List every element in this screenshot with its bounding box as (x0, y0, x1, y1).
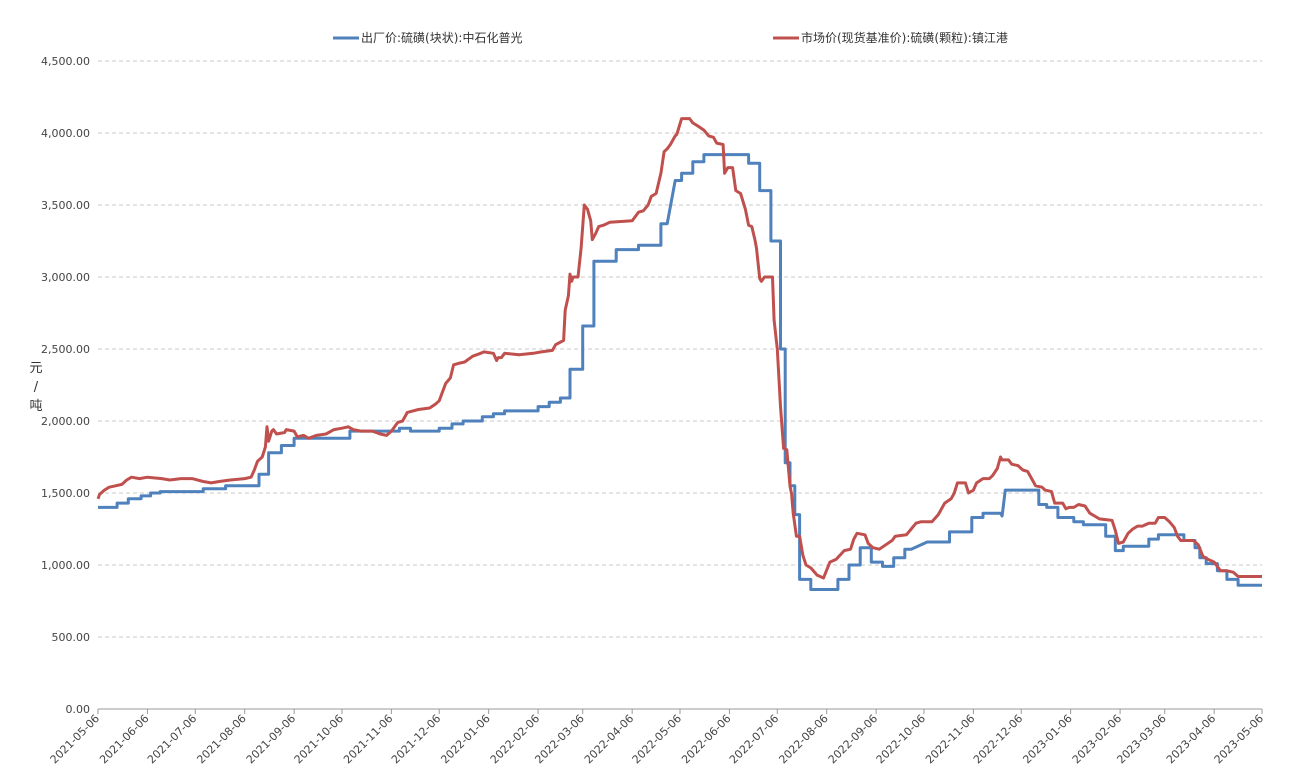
x-tick-label: 2021-10-06 (292, 712, 346, 766)
x-tick-label: 2021-09-06 (244, 712, 298, 766)
x-tick-label: 2022-04-06 (582, 712, 636, 766)
x-tick-label: 2023-04-06 (1164, 712, 1218, 766)
y-tick-label: 3,000.00 (41, 271, 90, 284)
x-tick-label: 2022-12-06 (971, 712, 1025, 766)
y-tick-label: 1,500.00 (41, 487, 90, 500)
y-axis-label-char: 吨 (29, 399, 42, 414)
x-tick-label: 2023-05-06 (1212, 712, 1266, 766)
x-axis-ticks: 2021-05-062021-06-062021-07-062021-08-06… (48, 709, 1266, 766)
x-tick-label: 2023-01-06 (1020, 712, 1074, 766)
series-line-1 (98, 153, 1262, 591)
x-tick-label: 2022-01-06 (438, 712, 492, 766)
gridlines (98, 60, 1262, 638)
x-tick-label: 2021-12-06 (389, 712, 443, 766)
x-tick-label: 2022-10-06 (874, 712, 928, 766)
x-tick-label: 2022-07-06 (727, 712, 781, 766)
x-tick-label: 2021-05-06 (48, 712, 102, 766)
y-tick-label: 4,000.00 (41, 127, 90, 140)
y-tick-label: 1,000.00 (41, 559, 90, 572)
series-line-2 (96, 117, 1262, 580)
series-lines (96, 117, 1262, 591)
x-tick-label: 2022-05-06 (630, 712, 684, 766)
x-tick-label: 2021-11-06 (341, 712, 395, 766)
x-tick-label: 2022-06-06 (679, 712, 733, 766)
x-tick-label: 2021-07-06 (145, 712, 199, 766)
legend-label: 出厂价:硫磺(块状):中石化普光 (361, 30, 522, 45)
y-tick-label: 2,000.00 (41, 415, 90, 428)
x-tick-label: 2022-09-06 (826, 712, 880, 766)
y-tick-label: 2,500.00 (41, 343, 90, 356)
y-axis-label-char: / (34, 380, 39, 395)
x-tick-label: 2022-08-06 (776, 712, 830, 766)
x-tick-label: 2022-11-06 (923, 712, 977, 766)
y-tick-label: 3,500.00 (41, 199, 90, 212)
legend-item-2[interactable]: 市场价(现货基准价):硫磺(颗粒):镇江港 (773, 30, 1008, 45)
y-tick-label: 500.00 (52, 631, 91, 644)
y-axis-label-char: 元 (29, 361, 42, 376)
x-tick-label: 2021-08-06 (194, 712, 248, 766)
y-axis-ticks: 0.00 500.00 1,000.00 1,500.00 2,000.00 2,500.… (41, 55, 90, 716)
legend[interactable]: 出厂价:硫磺(块状):中石化普光 市场价(现货基准价):硫磺(颗粒):镇江港 (333, 30, 1008, 45)
y-tick-label: 4,500.00 (41, 55, 90, 68)
legend-label: 市场价(现货基准价):硫磺(颗粒):镇江港 (801, 30, 1008, 45)
x-tick-label: 2021-06-06 (97, 712, 151, 766)
y-axis-label: 元 / 吨 (29, 361, 42, 414)
y-tick-label: 0.00 (66, 703, 91, 716)
legend-item-1[interactable]: 出厂价:硫磺(块状):中石化普光 (333, 30, 522, 45)
